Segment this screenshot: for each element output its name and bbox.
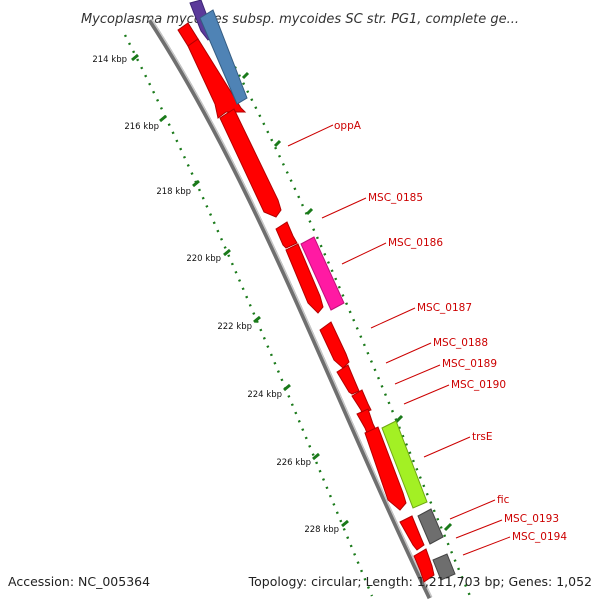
accession-text: Accession: NC_005364 (8, 574, 150, 589)
gene-label[interactable]: MSC_0189 (442, 358, 497, 370)
tick-marks (131, 53, 349, 528)
genome-summary-text: Topology: circular; Length: 1,211,703 bp… (248, 574, 592, 589)
gene-arrow[interactable] (413, 548, 435, 583)
gene-arrow[interactable] (336, 364, 360, 395)
cds-track (177, 22, 435, 583)
gene-label[interactable]: MSC_0186 (388, 237, 443, 249)
tick-label: 214 kbp (92, 55, 127, 65)
feature-block-gray[interactable] (432, 553, 456, 581)
gene-label[interactable]: oppA (334, 120, 362, 132)
gene-label[interactable]: MSC_0185 (368, 192, 423, 204)
tick-label: 226 kbp (276, 458, 311, 468)
gene-arrow[interactable] (285, 243, 324, 314)
gene-label[interactable]: MSC_0187 (417, 302, 472, 314)
tick-label: 222 kbp (217, 322, 252, 332)
gene-arrow[interactable] (275, 221, 298, 249)
gene-arrow[interactable] (319, 321, 350, 369)
gene-label-leaders (287, 124, 511, 556)
gene-label[interactable]: MSC_0188 (433, 337, 488, 349)
gene-label[interactable]: fic (497, 494, 510, 506)
gene-arrow[interactable] (399, 515, 425, 551)
feature-block-blue[interactable] (199, 9, 248, 105)
map-title: Mycoplasma mycoides subsp. mycoides SC s… (81, 12, 519, 27)
feature-ring (216, 34, 472, 597)
tick-ring (123, 34, 374, 597)
feature-track (189, 0, 456, 581)
feature-ring-marks (241, 71, 453, 532)
gene-arrow[interactable] (351, 389, 372, 414)
gene-label[interactable]: trsE (472, 431, 493, 443)
feature-block-gray[interactable] (417, 508, 444, 545)
gene-arrow[interactable] (219, 108, 282, 218)
gene-arrow[interactable] (364, 426, 407, 511)
tick-label: 216 kbp (124, 122, 159, 132)
gene-label[interactable]: MSC_0190 (451, 379, 506, 391)
tick-label: 220 kbp (186, 254, 221, 264)
feature-block-lime[interactable] (381, 420, 428, 509)
genome-backbone (147, 18, 433, 600)
tick-label: 218 kbp (156, 187, 191, 197)
feature-block-magenta[interactable] (300, 236, 345, 311)
gene-label[interactable]: MSC_0194 (512, 531, 567, 543)
tick-label: 228 kbp (304, 525, 339, 535)
tick-label: 224 kbp (247, 390, 282, 400)
gene-label[interactable]: MSC_0193 (504, 513, 559, 525)
